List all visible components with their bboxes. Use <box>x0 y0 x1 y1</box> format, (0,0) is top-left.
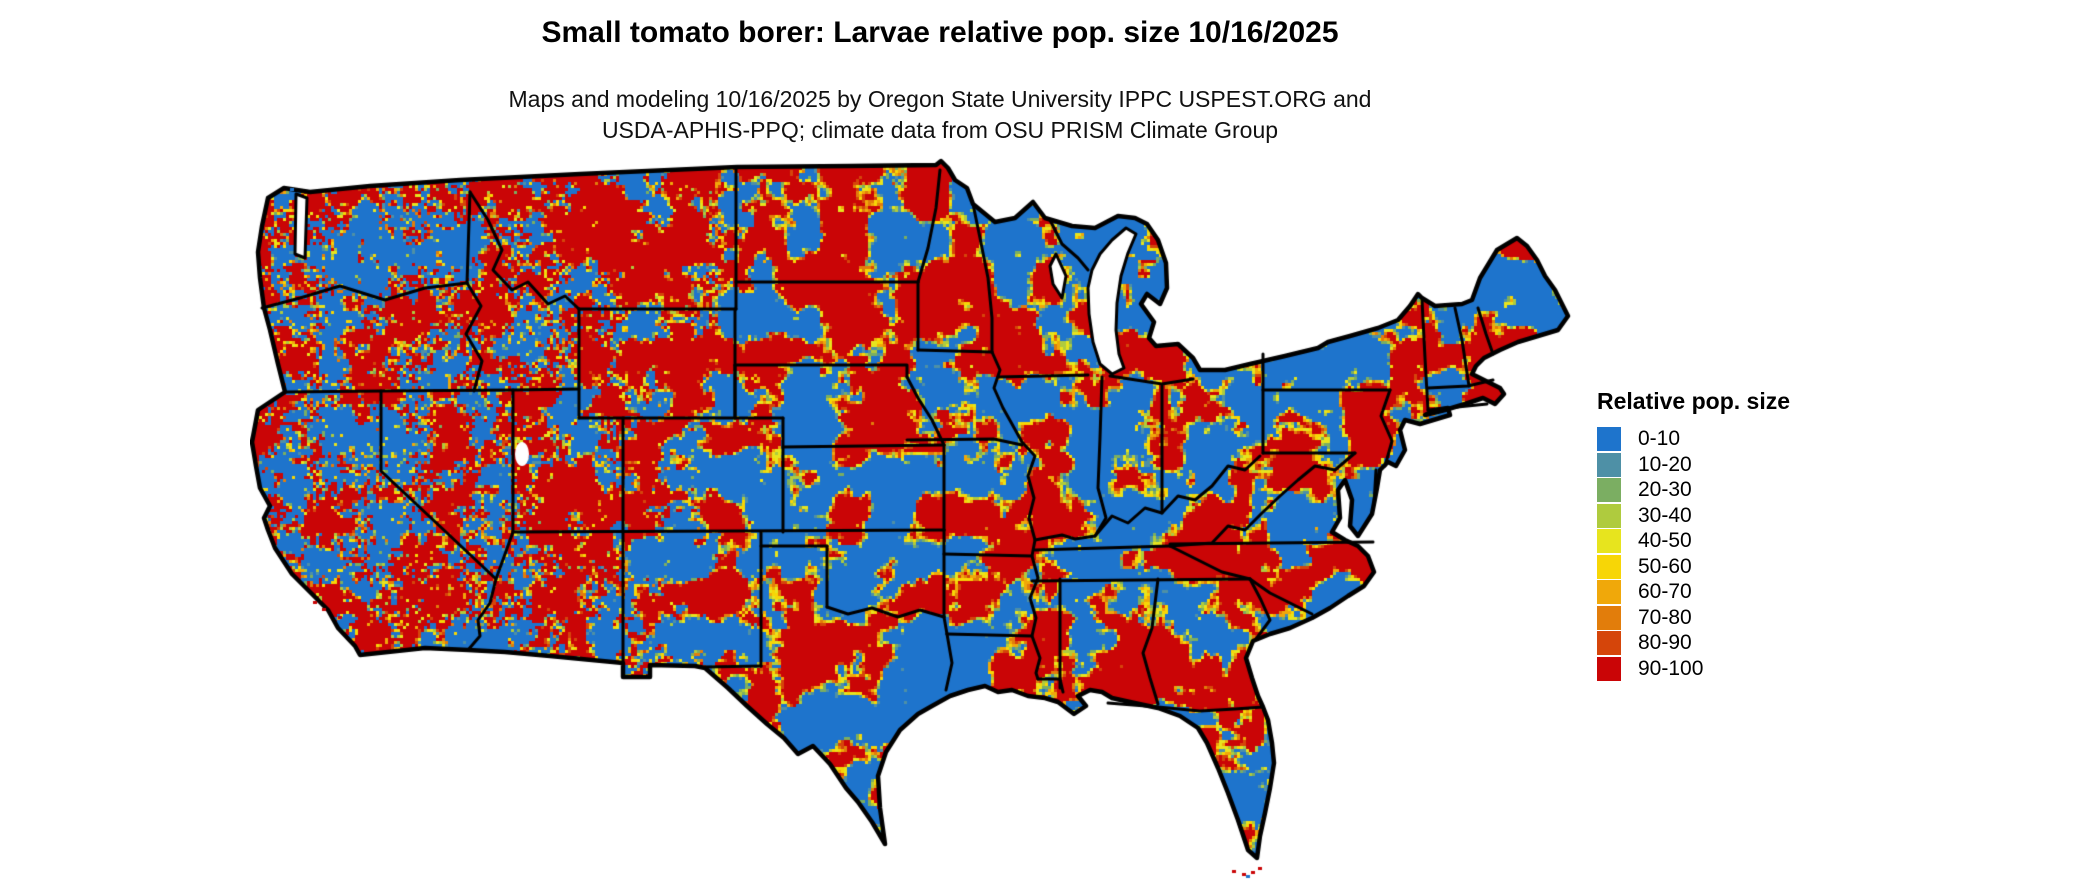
page-title: Small tomato borer: Larvae relative pop.… <box>541 16 1339 49</box>
legend-label: 20-30 <box>1638 478 1692 501</box>
legend-swatch <box>1597 529 1621 553</box>
legend-item: 60-70 <box>1597 580 1790 604</box>
legend-swatch <box>1597 554 1621 579</box>
legend-swatch <box>1597 427 1621 451</box>
legend-item: 80-90 <box>1597 631 1790 655</box>
legend-label: 80-90 <box>1638 631 1692 654</box>
legend-swatch <box>1597 503 1621 528</box>
legend-items: 0-10 10-20 20-30 30-40 40-50 50-60 60-70 70-80 8… <box>1597 427 1790 681</box>
legend-item: 0-10 <box>1597 427 1790 451</box>
us-population-raster-map <box>250 158 1575 880</box>
legend-swatch <box>1597 452 1621 477</box>
legend-swatch <box>1597 631 1621 655</box>
legend-label: 0-10 <box>1638 427 1681 450</box>
legend-item: 50-60 <box>1597 554 1790 579</box>
subtitle-line-1: Maps and modeling 10/16/2025 by Oregon S… <box>508 86 1372 112</box>
legend: Relative pop. size 0-10 10-20 20-30 30-40 40… <box>1597 388 1790 682</box>
legend-swatch <box>1597 605 1621 630</box>
legend-swatch <box>1597 478 1621 502</box>
title-band: Small tomato borer: Larvae relative pop.… <box>0 16 1880 50</box>
legend-item: 20-30 <box>1597 478 1790 502</box>
legend-item: 40-50 <box>1597 529 1790 553</box>
legend-label: 60-70 <box>1638 580 1692 603</box>
legend-label: 10-20 <box>1638 452 1692 476</box>
legend-label: 50-60 <box>1638 554 1692 578</box>
legend-swatch <box>1597 656 1621 681</box>
legend-item: 70-80 <box>1597 605 1790 630</box>
legend-label: 30-40 <box>1638 503 1692 527</box>
legend-label: 40-50 <box>1638 529 1692 552</box>
legend-item: 90-100 <box>1597 656 1790 681</box>
legend-item: 30-40 <box>1597 503 1790 528</box>
legend-label: 90-100 <box>1638 656 1704 680</box>
legend-label: 70-80 <box>1638 605 1692 629</box>
subtitle-line-2: USDA-APHIS-PPQ; climate data from OSU PR… <box>601 117 1279 143</box>
page-subtitle: Maps and modeling 10/16/2025 by Oregon S… <box>0 84 1880 146</box>
legend-title: Relative pop. size <box>1597 388 1791 414</box>
legend-item: 10-20 <box>1597 452 1790 477</box>
legend-swatch <box>1597 580 1621 604</box>
